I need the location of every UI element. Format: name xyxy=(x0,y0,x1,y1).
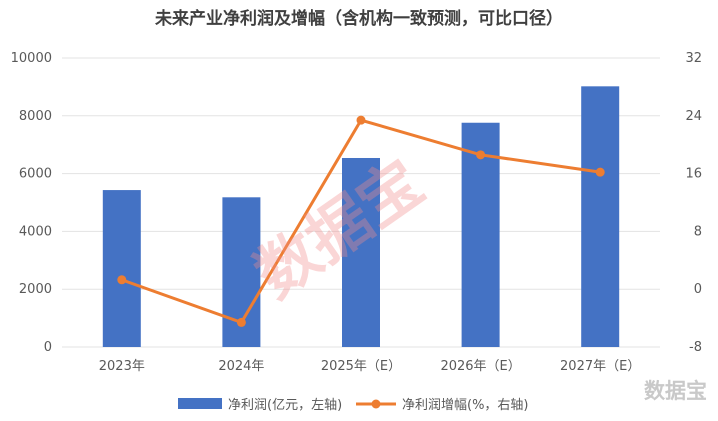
x-tick-label: 2026年（E） xyxy=(440,359,520,374)
y-left-tick-label: 10000 xyxy=(11,51,52,66)
x-tick-label: 2024年 xyxy=(218,359,264,374)
watermark-corner: 数据宝 xyxy=(644,379,707,403)
line-point xyxy=(595,167,605,177)
legend: 净利润(亿元，左轴) 净利润增幅(%，右轴) xyxy=(178,398,529,413)
watermark-center: 数据宝 xyxy=(242,146,436,312)
y-right-tick-label: -8 xyxy=(689,340,702,355)
x-tick-label: 2027年（E） xyxy=(560,359,640,374)
bar xyxy=(342,157,380,347)
y-left-tick-label: 8000 xyxy=(19,109,52,124)
y-left-tick-label: 2000 xyxy=(19,282,52,297)
line-point xyxy=(476,150,486,160)
legend-label-line: 净利润增幅(%，右轴) xyxy=(402,398,529,413)
line-point xyxy=(236,317,246,327)
y-right-tick-label: 16 xyxy=(685,167,702,182)
y-right-tick-label: 0 xyxy=(694,282,702,297)
y-left-tick-label: 0 xyxy=(44,340,52,355)
y-right-tick-label: 32 xyxy=(685,51,702,66)
line-series xyxy=(117,115,605,327)
y-right-tick-label: 8 xyxy=(694,224,702,239)
axis-labels: 0 2000 4000 6000 8000 10000 -8 0 8 16 24 32 2023年 202… xyxy=(11,51,702,374)
line-point xyxy=(356,115,366,125)
legend-swatch-point xyxy=(371,399,381,409)
line-point xyxy=(117,275,127,285)
y-left-tick-label: 4000 xyxy=(19,224,52,239)
legend-label-bar: 净利润(亿元，左轴) xyxy=(228,398,342,413)
y-right-tick-label: 24 xyxy=(685,109,702,124)
chart-title: 未来产业净利润及增幅（含机构一致预测，可比口径） xyxy=(154,8,563,29)
legend-swatch-bar xyxy=(178,398,222,409)
bar xyxy=(581,86,620,348)
bar-series xyxy=(102,86,620,348)
bar xyxy=(102,190,141,347)
y-left-tick-label: 6000 xyxy=(19,167,52,182)
bar xyxy=(461,122,500,348)
x-tick-label: 2025年（E） xyxy=(321,359,401,374)
x-tick-label: 2023年 xyxy=(99,359,145,374)
